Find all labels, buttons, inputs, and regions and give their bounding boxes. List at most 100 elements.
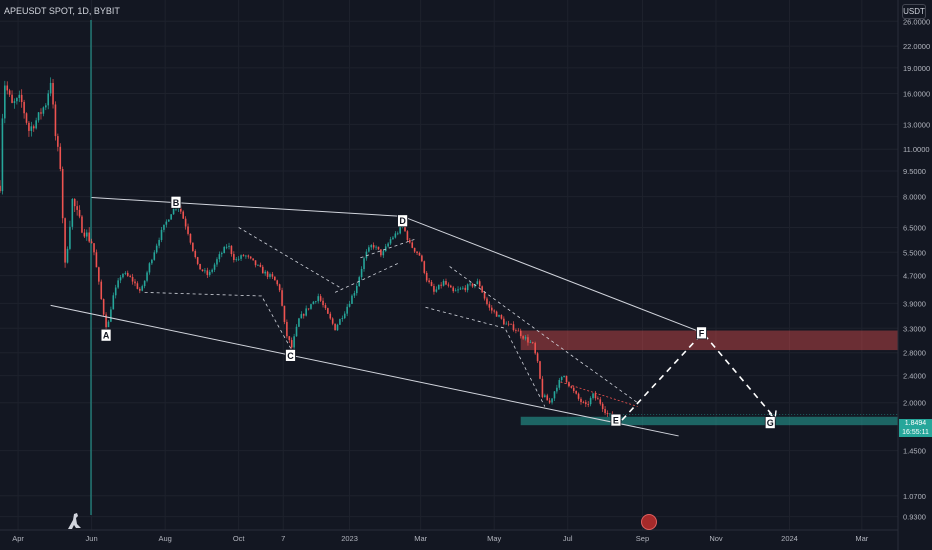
wave-sketch <box>334 263 398 293</box>
candle-body <box>276 280 279 285</box>
candle-body <box>582 402 585 403</box>
candle-body <box>23 101 25 114</box>
candle-body <box>372 245 375 248</box>
candle-body <box>360 269 363 278</box>
x-tick-label: Mar <box>414 534 427 543</box>
candle-body <box>35 120 37 129</box>
y-tick-label: 13.0000 <box>903 120 930 129</box>
candle-body <box>81 216 83 233</box>
candle-body <box>136 283 139 289</box>
candle-body <box>196 257 199 264</box>
candle-body <box>254 260 257 266</box>
candle-body <box>587 404 590 405</box>
candle-body <box>560 377 563 381</box>
wave-label-text: B <box>173 198 180 208</box>
candle-body <box>182 211 185 219</box>
price-zones <box>520 330 898 426</box>
candle-body <box>11 94 13 103</box>
candle-body <box>355 285 358 294</box>
wave-label-g: G <box>764 416 776 430</box>
candle-body <box>189 233 192 243</box>
candle-body <box>430 282 433 286</box>
candle-body <box>129 275 131 277</box>
y-tick-label: 11.0000 <box>903 145 930 154</box>
candle-body <box>307 308 310 310</box>
candle-body <box>4 85 6 119</box>
candle-body <box>233 254 235 261</box>
candle-body <box>346 306 348 314</box>
bar-countdown: 16:55:11 <box>902 429 929 436</box>
dino-logo-icon[interactable] <box>64 510 86 532</box>
candle-body <box>252 258 254 261</box>
candle-body <box>457 289 459 291</box>
candle-body <box>478 281 481 287</box>
candle-body <box>317 296 320 302</box>
candle-body <box>57 136 59 147</box>
candle-body <box>194 251 197 258</box>
candle-body <box>334 323 336 331</box>
event-marker-icon[interactable] <box>641 514 657 530</box>
candle-body <box>139 288 141 291</box>
candle-body <box>368 247 370 252</box>
candle-body <box>486 298 488 305</box>
symbol-title: APEUSDT SPOT, 1D, BYBIT <box>4 6 120 16</box>
candle-body <box>134 281 136 284</box>
candle-body <box>406 231 409 240</box>
candle-body <box>66 248 69 263</box>
candle-body <box>37 112 40 121</box>
y-tick-label: 1.0700 <box>903 492 926 501</box>
candle-body <box>327 308 329 314</box>
candle-body <box>442 280 445 286</box>
candle-body <box>512 324 515 331</box>
candle-body <box>228 245 230 247</box>
candle-body <box>558 380 561 388</box>
candle-body <box>312 301 315 305</box>
candle-body <box>476 281 479 285</box>
candle-body <box>13 101 16 103</box>
candle-body <box>95 252 98 268</box>
candle-body <box>536 353 539 362</box>
candle-body <box>481 286 483 293</box>
x-tick-label: Jul <box>563 534 573 543</box>
last-price-badge: 1.8494 16:55:11 <box>899 419 932 437</box>
candle-body <box>261 266 264 274</box>
wave-label-d: D <box>397 214 408 228</box>
candle-body <box>85 232 88 237</box>
candle-body <box>387 243 389 247</box>
candle-body <box>42 107 45 114</box>
candle-body <box>505 323 508 325</box>
candle-body <box>283 305 286 322</box>
x-tick-label: Sep <box>636 534 649 543</box>
candle-body <box>30 126 33 131</box>
candle-body <box>300 314 303 319</box>
candle-body <box>447 284 450 286</box>
candle-body <box>88 232 90 242</box>
candle-body <box>105 314 107 328</box>
candle-body <box>6 85 9 91</box>
candle-body <box>563 375 565 378</box>
candle-body <box>20 94 23 102</box>
candle-body <box>418 253 421 256</box>
y-tick-label: 22.0000 <box>903 42 930 51</box>
candle-body <box>126 272 129 276</box>
candle-body <box>192 242 194 252</box>
candle-body <box>278 284 281 291</box>
candle-body <box>425 272 428 281</box>
candle-body <box>580 398 582 403</box>
candle-body <box>230 245 233 255</box>
candle-body <box>437 284 440 290</box>
candle-body <box>399 226 401 234</box>
candle-body <box>370 245 373 248</box>
currency-button[interactable]: USDT <box>902 4 926 19</box>
y-tick-label: 2.4000 <box>903 372 926 381</box>
candle-body <box>1 118 4 192</box>
wave-label-a: A <box>100 328 112 342</box>
candle-body <box>553 391 556 399</box>
candle-body <box>341 318 344 320</box>
candle-body <box>440 284 442 286</box>
y-tick-label: 26.0000 <box>903 17 930 26</box>
wave-label-text: D <box>399 216 406 226</box>
candle-body <box>295 326 298 337</box>
candle-body <box>452 287 455 292</box>
